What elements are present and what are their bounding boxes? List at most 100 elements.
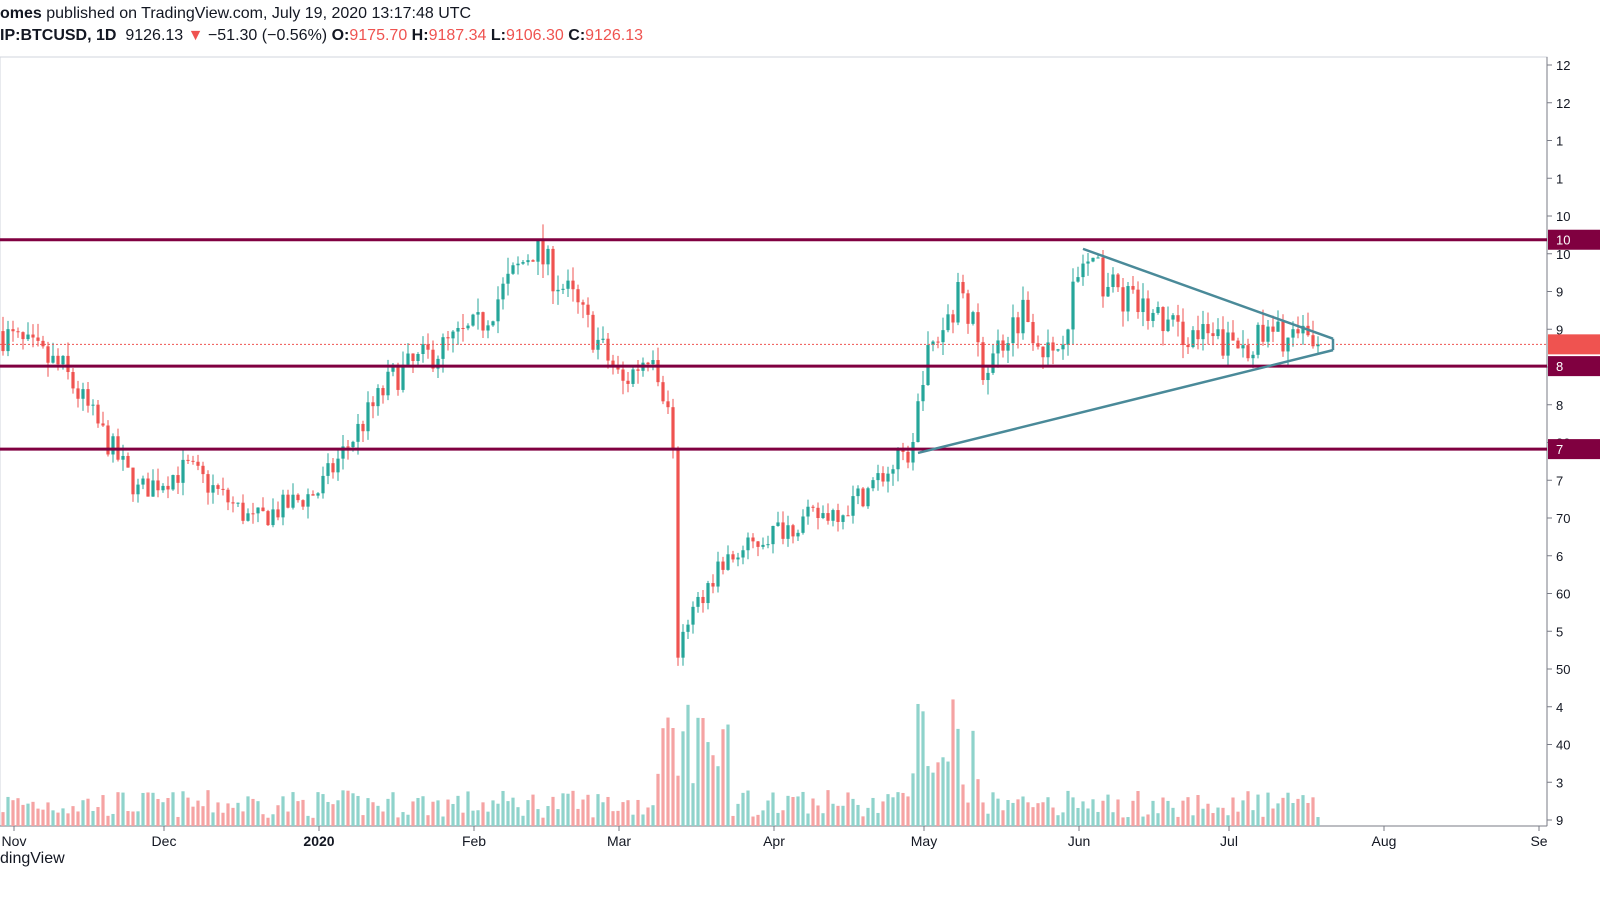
time-axis-label: Nov bbox=[2, 833, 27, 849]
volume-bar bbox=[491, 800, 495, 826]
high-value: 9187.34 bbox=[428, 27, 487, 44]
volume-bar bbox=[966, 802, 970, 826]
volume-bar bbox=[426, 815, 430, 826]
candle-body bbox=[451, 331, 455, 339]
volume-bar bbox=[656, 773, 660, 826]
volume-bar bbox=[1016, 799, 1020, 826]
volume-bar bbox=[351, 793, 355, 826]
price-axis-label: 5 bbox=[1556, 624, 1563, 639]
volume-bar bbox=[1271, 808, 1275, 826]
volume-bar bbox=[641, 814, 645, 826]
volume-bar bbox=[271, 814, 275, 826]
candle-body bbox=[1191, 330, 1195, 348]
price-change: −51.30 (−0.56%) bbox=[207, 27, 328, 44]
candle-body bbox=[331, 463, 335, 473]
volume-bar bbox=[646, 807, 650, 826]
volume-bar bbox=[616, 810, 620, 826]
volume-bar bbox=[881, 801, 885, 826]
volume-bar bbox=[711, 755, 715, 826]
candle-body bbox=[321, 475, 325, 494]
volume-bar bbox=[521, 815, 525, 826]
candle-body bbox=[771, 525, 775, 545]
author-name[interactable]: omes bbox=[0, 5, 42, 22]
candle-body bbox=[346, 446, 350, 448]
candle-body bbox=[801, 516, 805, 533]
volume-bar bbox=[1066, 790, 1070, 826]
volume-bar bbox=[1256, 794, 1260, 826]
candle-body bbox=[986, 372, 990, 381]
volume-bar bbox=[851, 798, 855, 826]
volume-bar bbox=[776, 812, 780, 826]
candle-body bbox=[946, 314, 950, 331]
candle-body bbox=[231, 502, 235, 504]
volume-bar bbox=[1266, 792, 1270, 826]
candle-body bbox=[351, 441, 355, 448]
candle-body bbox=[901, 450, 905, 452]
volume-bar bbox=[701, 718, 705, 826]
candle-body bbox=[1231, 332, 1235, 341]
candle-body bbox=[326, 463, 330, 476]
volume-bar bbox=[831, 803, 835, 826]
candle-body bbox=[811, 506, 815, 508]
volume-bar bbox=[541, 817, 545, 826]
candle-body bbox=[401, 364, 405, 390]
volume-bar bbox=[571, 790, 575, 826]
candle-body bbox=[821, 513, 825, 519]
candle-body bbox=[316, 493, 320, 496]
candle-body bbox=[461, 327, 465, 329]
candle-body bbox=[1241, 345, 1245, 349]
volume-bar bbox=[481, 802, 485, 826]
volume-bar bbox=[96, 807, 100, 826]
volume-bar bbox=[621, 802, 625, 826]
price-axis-label: 1 bbox=[1556, 171, 1563, 186]
volume-bar bbox=[206, 790, 210, 826]
candle-body bbox=[36, 337, 40, 341]
candle-body bbox=[356, 423, 360, 442]
volume-bar bbox=[41, 809, 45, 826]
volume-bar bbox=[1086, 808, 1090, 826]
volume-bar bbox=[221, 812, 225, 826]
price-axis-label: 6 bbox=[1556, 549, 1563, 564]
candle-body bbox=[31, 334, 35, 338]
volume-bar bbox=[1201, 808, 1205, 826]
volume-bar bbox=[736, 803, 740, 826]
volume-bar bbox=[601, 802, 605, 826]
volume-bar bbox=[161, 802, 165, 826]
triangle-upper-trendline[interactable] bbox=[1082, 247, 1334, 340]
price-axis-label: 9 bbox=[1556, 322, 1563, 337]
time-axis-label: 2020 bbox=[303, 833, 334, 849]
volume-bar bbox=[856, 804, 860, 826]
candle-body bbox=[561, 288, 565, 290]
volume-bar bbox=[1276, 803, 1280, 826]
volume-bar bbox=[456, 795, 460, 826]
time-axis-label: Mar bbox=[607, 833, 631, 849]
volume-bar bbox=[186, 797, 190, 826]
volume-bar bbox=[1011, 802, 1015, 826]
price-axis-label: 4 bbox=[1556, 700, 1563, 715]
volume-bar bbox=[466, 791, 470, 826]
candle-body bbox=[981, 342, 985, 381]
candle-body bbox=[406, 353, 410, 365]
publish-info: omes published on TradingView.com, July … bbox=[0, 5, 471, 23]
volume-bar bbox=[936, 762, 940, 826]
triangle-lower-trendline[interactable] bbox=[917, 348, 1334, 455]
volume-bar bbox=[1046, 797, 1050, 826]
volume-bar bbox=[696, 717, 700, 826]
candle-body bbox=[931, 341, 935, 346]
candle-body bbox=[176, 475, 180, 483]
candle-body bbox=[136, 484, 140, 495]
candle-body bbox=[1201, 324, 1205, 340]
volume-bar bbox=[996, 798, 1000, 826]
volume-bar bbox=[1176, 816, 1180, 826]
candle-body bbox=[1136, 289, 1140, 313]
volume-bar bbox=[781, 810, 785, 826]
volume-bar bbox=[46, 802, 50, 826]
volume-bar bbox=[706, 742, 710, 826]
candle-body bbox=[281, 494, 285, 518]
price-axis-label: 7 bbox=[1556, 473, 1563, 488]
candle-body bbox=[1221, 329, 1225, 356]
volume-bar bbox=[141, 792, 145, 826]
volume-bar bbox=[1096, 811, 1100, 826]
candle-body bbox=[71, 372, 75, 389]
